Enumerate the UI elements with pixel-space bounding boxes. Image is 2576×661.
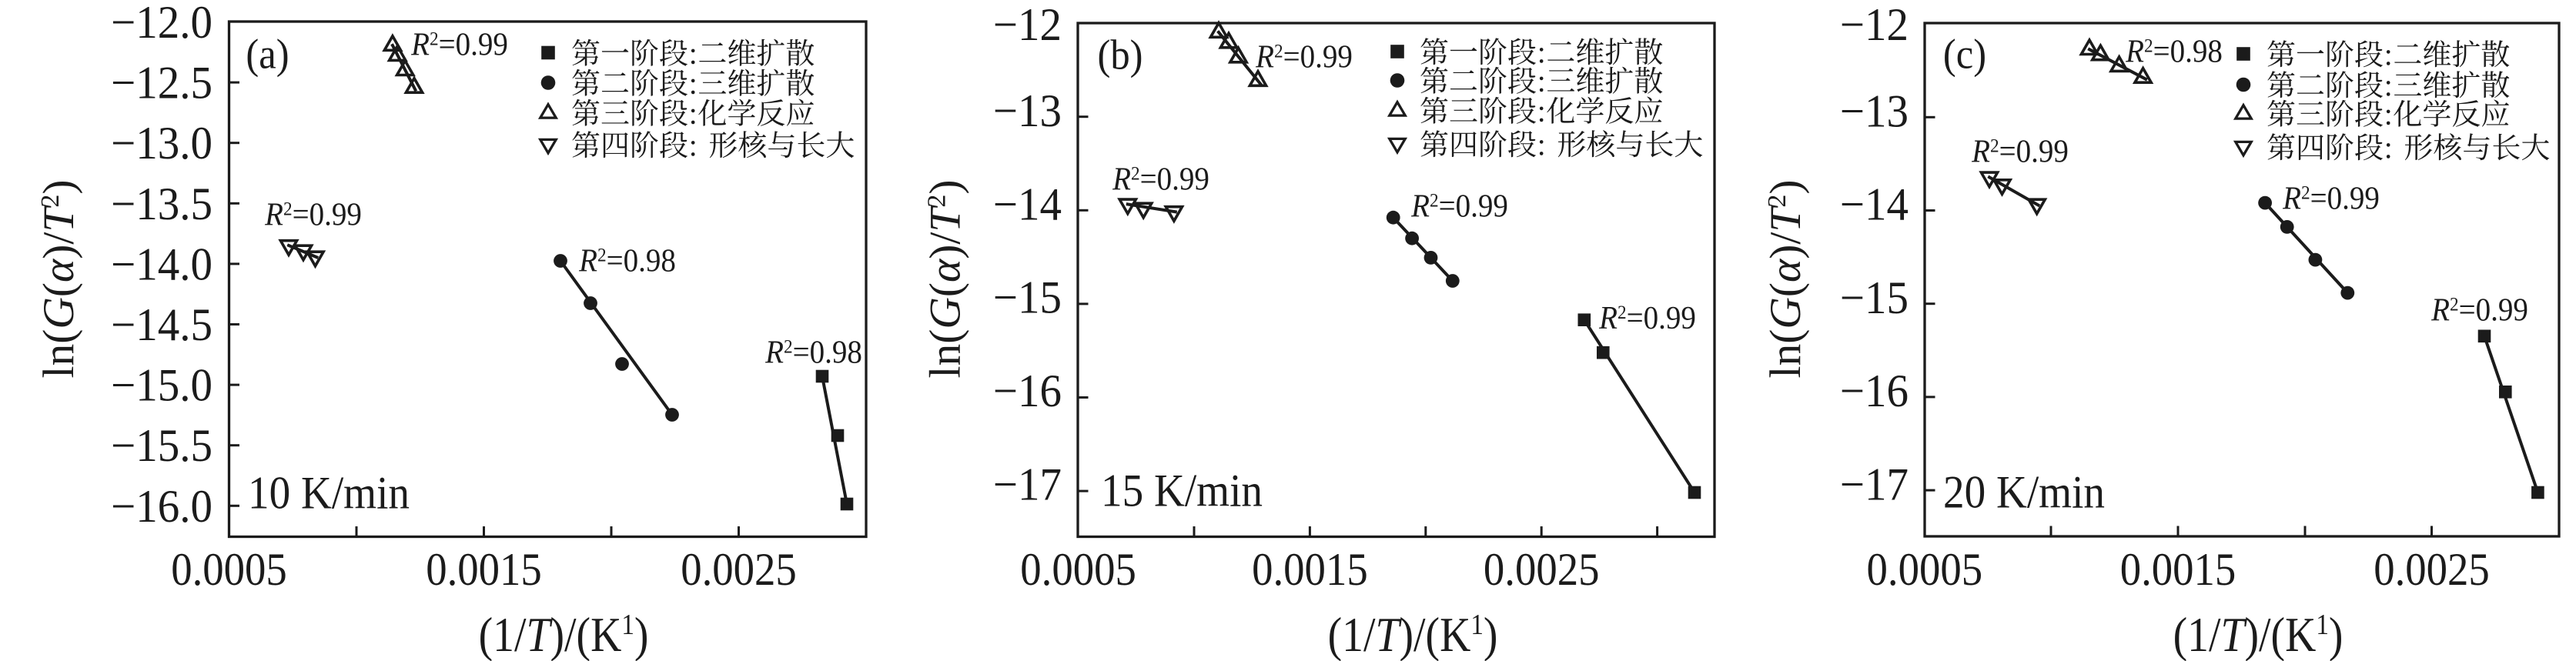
svg-text:−13: −13 xyxy=(993,85,1062,137)
svg-text:R2=0.99: R2=0.99 xyxy=(410,26,508,62)
svg-text:0.0005: 0.0005 xyxy=(1866,545,1982,596)
svg-text:R2=0.99: R2=0.99 xyxy=(1598,300,1696,336)
svg-text:20 K/min: 20 K/min xyxy=(1943,467,2105,518)
svg-text:0.0025: 0.0025 xyxy=(1484,545,1600,596)
svg-text:−12.0: −12.0 xyxy=(111,0,212,48)
svg-text:10 K/min: 10 K/min xyxy=(248,468,410,519)
svg-text:−16.0: −16.0 xyxy=(111,480,212,532)
svg-text:(a): (a) xyxy=(246,32,289,78)
svg-text:−12: −12 xyxy=(1840,0,1909,50)
svg-text:0.0025: 0.0025 xyxy=(681,545,797,596)
svg-text:ln(G(α)/T2): ln(G(α)/T2) xyxy=(1761,179,1810,378)
svg-text:(c): (c) xyxy=(1943,32,1986,78)
svg-text:−16: −16 xyxy=(1840,366,1909,417)
svg-text:−15.5: −15.5 xyxy=(111,420,212,472)
svg-text:0.0015: 0.0015 xyxy=(2120,545,2236,596)
svg-text:R2=0.99: R2=0.99 xyxy=(2430,292,2528,328)
svg-text:−17: −17 xyxy=(1840,459,1909,510)
svg-text:−15: −15 xyxy=(993,272,1062,323)
svg-text:ln(G(α)/T2): ln(G(α)/T2) xyxy=(35,179,83,378)
svg-text:R2=0.99: R2=0.99 xyxy=(1410,188,1508,224)
svg-text:R2=0.99: R2=0.99 xyxy=(2282,180,2380,216)
svg-text:ln(G(α)/T2): ln(G(α)/T2) xyxy=(922,179,970,378)
svg-text:0.0015: 0.0015 xyxy=(426,545,542,596)
svg-text:(1/T)/(K1): (1/T)/(K1) xyxy=(1328,607,1498,661)
svg-text:0.0025: 0.0025 xyxy=(2374,545,2490,596)
svg-text:−14: −14 xyxy=(993,179,1062,230)
svg-text:0.0005: 0.0005 xyxy=(171,545,287,596)
svg-text:15 K/min: 15 K/min xyxy=(1101,466,1263,516)
svg-text:R2=0.98: R2=0.98 xyxy=(578,242,676,279)
svg-text:(1/T)/(K1): (1/T)/(K1) xyxy=(479,607,649,661)
svg-text:R2=0.99: R2=0.99 xyxy=(1971,133,2069,169)
svg-text:R2=0.99: R2=0.99 xyxy=(264,196,362,232)
svg-text:−13: −13 xyxy=(1840,85,1909,137)
svg-text:−12: −12 xyxy=(993,0,1062,50)
svg-text:0.0015: 0.0015 xyxy=(1252,545,1368,596)
svg-text:−15: −15 xyxy=(1840,272,1909,324)
svg-text:−14.5: −14.5 xyxy=(111,299,212,351)
svg-text:R2=0.98: R2=0.98 xyxy=(764,334,862,370)
svg-text:−14: −14 xyxy=(1840,179,1909,230)
svg-text:−14.0: −14.0 xyxy=(111,239,212,290)
svg-text:R2=0.99: R2=0.99 xyxy=(1112,161,1209,197)
svg-text:(b): (b) xyxy=(1098,32,1143,78)
svg-text:−12.5: −12.5 xyxy=(111,57,212,108)
svg-text:−13.0: −13.0 xyxy=(111,118,212,169)
svg-text:R2=0.98: R2=0.98 xyxy=(2125,33,2223,69)
svg-text:0.0005: 0.0005 xyxy=(1020,545,1136,596)
svg-text:−16: −16 xyxy=(993,366,1062,417)
svg-text:−15.0: −15.0 xyxy=(111,359,212,411)
svg-text:−17: −17 xyxy=(993,459,1062,510)
svg-text:R2=0.99: R2=0.99 xyxy=(1255,38,1353,75)
svg-text:−13.5: −13.5 xyxy=(111,178,212,229)
svg-text:(1/T)/(K1): (1/T)/(K1) xyxy=(2173,607,2343,661)
